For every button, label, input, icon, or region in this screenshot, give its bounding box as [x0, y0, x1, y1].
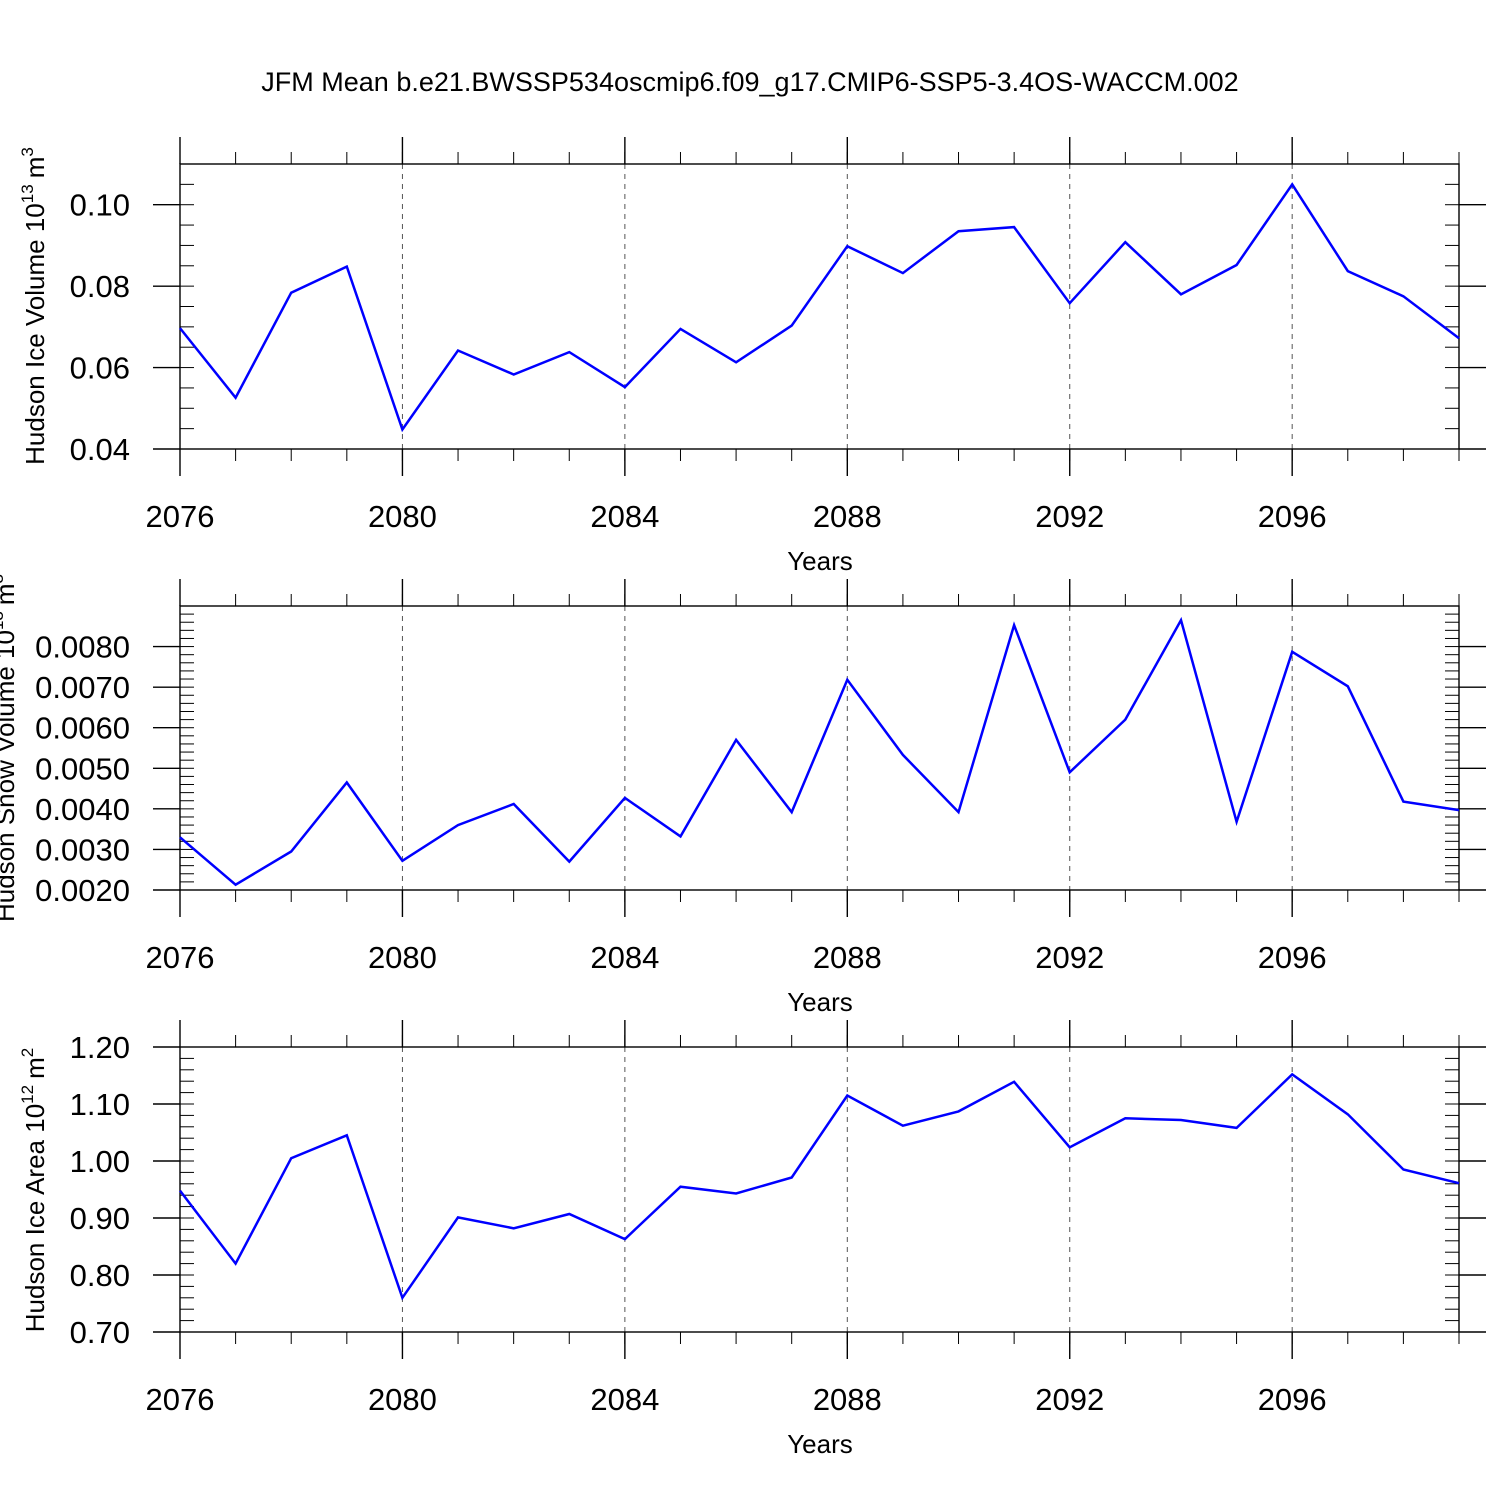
ice-area-plot-frame — [179, 1046, 1460, 1333]
ice-volume-y-tick-label: 0.10 — [70, 188, 130, 223]
ice-volume-y-axis-title: Hudson Ice Volume 1013m3 — [18, 147, 50, 465]
snow-volume-x-axis-title: Years — [787, 987, 853, 1017]
ice-volume-x-tick-label: 2092 — [1035, 499, 1104, 534]
snow-volume-y-tick-label: 0.0070 — [35, 670, 130, 705]
snow-volume-y-tick-label: 0.0040 — [35, 792, 130, 827]
snow-volume-plot-frame — [179, 605, 1460, 891]
snow-volume-y-tick-label: 0.0020 — [35, 873, 130, 908]
ice-area-y-tick-label: 1.20 — [70, 1030, 130, 1065]
ice-area-x-tick-label: 2080 — [368, 1382, 437, 1417]
ice-area-x-tick-label: 2084 — [590, 1382, 659, 1417]
snow-volume-series-line — [179, 616, 1460, 887]
ice-area-y-axis-title: Hudson Ice Area 1012m2 — [18, 1048, 50, 1332]
snow-volume-x-tick-label: 2096 — [1258, 940, 1327, 975]
ice-area-x-axis-title: Years — [787, 1429, 853, 1459]
snow-volume-y-tick-label: 0.0050 — [35, 751, 130, 786]
ice-volume-x-tick-label: 2096 — [1258, 499, 1327, 534]
ice-area-series-line — [179, 1072, 1460, 1301]
snow-volume-y-tick-label: 0.0060 — [35, 711, 130, 746]
ice-area-panel: 2076 2080 2084 2088 2092 2096 0.70 0.80 0.90 1.00… — [18, 1020, 1486, 1459]
snow-volume-x-tick-label: 2084 — [590, 940, 659, 975]
ice-volume-y-tick-label: 0.04 — [70, 432, 130, 467]
snow-volume-x-tick-label: 2088 — [813, 940, 882, 975]
snow-volume-panel: 2076 2080 2084 2088 2092 2096 0.0020 0.0030 0.00… — [0, 574, 1486, 1017]
ice-volume-x-tick-label: 2084 — [590, 499, 659, 534]
ice-area-y-tick-label: 0.70 — [70, 1315, 130, 1350]
ice-volume-plot-frame — [179, 163, 1460, 450]
ice-volume-panel: 2076 2080 2084 2088 2092 2096 0.04 0.06 0.08 0.10… — [18, 137, 1486, 576]
ice-volume-x-tick-label: 2080 — [368, 499, 437, 534]
ice-volume-y-tick-label: 0.06 — [70, 351, 130, 386]
ice-area-x-tick-label: 2096 — [1258, 1382, 1327, 1417]
ice-area-y-tick-label: 1.00 — [70, 1144, 130, 1179]
chart-title: JFM Mean b.e21.BWSSP534oscmip6.f09_g17.C… — [261, 67, 1238, 97]
snow-volume-y-tick-label: 0.0080 — [35, 630, 130, 665]
snow-volume-y-axis-title: Hudson Snow Volume 1013m3 — [0, 574, 20, 922]
ice-area-x-tick-label: 2088 — [813, 1382, 882, 1417]
ice-volume-series-line — [179, 182, 1460, 433]
ice-area-x-tick-label: 2076 — [146, 1382, 215, 1417]
snow-volume-y-tick-label: 0.0030 — [35, 832, 130, 867]
ice-volume-x-axis-title: Years — [787, 546, 853, 576]
snow-volume-x-tick-label: 2076 — [146, 940, 215, 975]
ice-area-y-tick-label: 1.10 — [70, 1087, 130, 1122]
ice-area-y-tick-label: 0.90 — [70, 1201, 130, 1236]
snow-volume-x-tick-label: 2092 — [1035, 940, 1104, 975]
ice-volume-x-tick-label: 2088 — [813, 499, 882, 534]
ice-area-y-tick-label: 0.80 — [70, 1258, 130, 1293]
ice-area-x-tick-label: 2092 — [1035, 1382, 1104, 1417]
ice-volume-x-tick-label: 2076 — [146, 499, 215, 534]
ice-volume-y-tick-label: 0.08 — [70, 269, 130, 304]
snow-volume-x-tick-label: 2080 — [368, 940, 437, 975]
